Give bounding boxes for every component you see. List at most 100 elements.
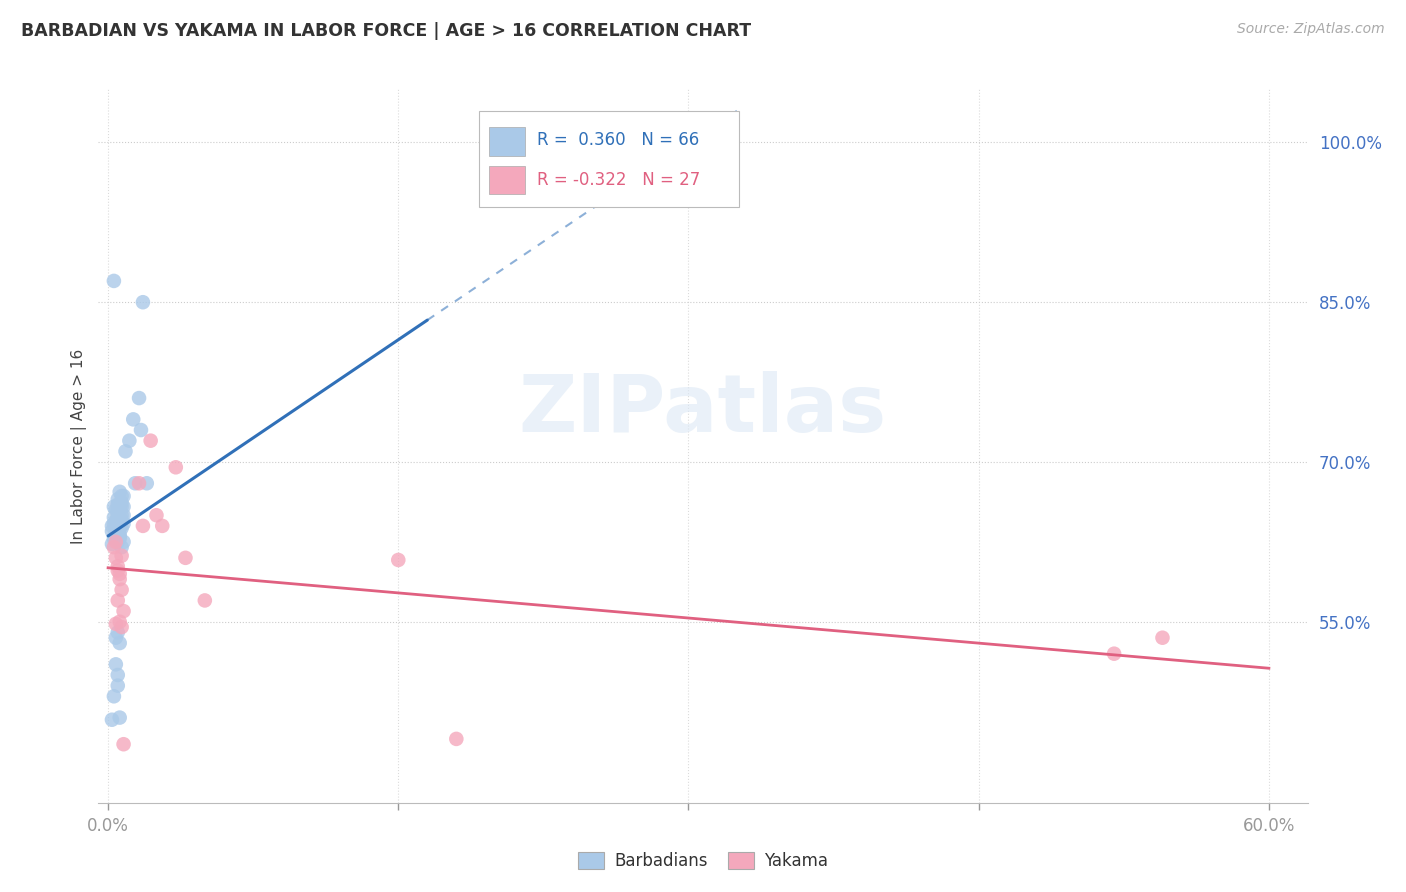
- Point: [1152, 631, 1174, 645]
- Point: [128, 391, 150, 405]
- Point: [108, 532, 131, 546]
- Point: [111, 521, 134, 535]
- Point: [132, 295, 155, 310]
- Point: [165, 460, 187, 475]
- Point: [107, 534, 129, 549]
- Point: [107, 679, 129, 693]
- Text: Source: ZipAtlas.com: Source: ZipAtlas.com: [1237, 22, 1385, 37]
- Point: [446, 731, 468, 746]
- Point: [111, 495, 134, 509]
- Point: [101, 524, 124, 539]
- Point: [101, 519, 124, 533]
- Point: [111, 549, 134, 563]
- Point: [108, 516, 131, 531]
- Point: [101, 537, 124, 551]
- Point: [104, 616, 127, 631]
- Point: [101, 713, 124, 727]
- Point: [107, 519, 129, 533]
- Point: [111, 508, 134, 523]
- Point: [107, 524, 129, 539]
- Point: [108, 615, 131, 629]
- Point: [103, 500, 125, 514]
- Text: R = -0.322   N = 27: R = -0.322 N = 27: [537, 171, 700, 189]
- Point: [112, 500, 135, 514]
- Point: [107, 514, 129, 528]
- Point: [150, 519, 173, 533]
- Point: [107, 593, 129, 607]
- Point: [108, 572, 131, 586]
- Point: [104, 519, 127, 533]
- Y-axis label: In Labor Force | Age > 16: In Labor Force | Age > 16: [72, 349, 87, 543]
- Point: [174, 550, 197, 565]
- Point: [118, 434, 141, 448]
- Point: [104, 503, 127, 517]
- Point: [107, 668, 129, 682]
- Point: [111, 540, 134, 554]
- Point: [111, 514, 134, 528]
- Point: [387, 553, 409, 567]
- Point: [114, 444, 136, 458]
- Point: [107, 521, 129, 535]
- Point: [103, 532, 125, 546]
- Point: [103, 510, 125, 524]
- Point: [103, 516, 125, 531]
- Point: [108, 500, 131, 514]
- Point: [107, 510, 129, 524]
- Point: [103, 690, 125, 704]
- Text: ZIPatlas: ZIPatlas: [519, 371, 887, 450]
- Point: [111, 500, 134, 514]
- Point: [103, 540, 125, 554]
- Point: [107, 498, 129, 512]
- FancyBboxPatch shape: [489, 127, 526, 155]
- Point: [107, 625, 129, 640]
- Point: [104, 514, 127, 528]
- Point: [107, 559, 129, 574]
- Point: [1102, 647, 1125, 661]
- Point: [112, 604, 135, 618]
- Point: [103, 274, 125, 288]
- Point: [107, 503, 129, 517]
- Point: [112, 516, 135, 531]
- Point: [104, 524, 127, 539]
- Text: R =  0.360   N = 66: R = 0.360 N = 66: [537, 131, 700, 149]
- Point: [108, 498, 131, 512]
- Point: [104, 657, 127, 672]
- Point: [132, 519, 155, 533]
- Point: [129, 423, 152, 437]
- Point: [112, 737, 135, 751]
- Point: [104, 631, 127, 645]
- Text: BARBADIAN VS YAKAMA IN LABOR FORCE | AGE > 16 CORRELATION CHART: BARBADIAN VS YAKAMA IN LABOR FORCE | AGE…: [21, 22, 751, 40]
- Point: [108, 510, 131, 524]
- Point: [104, 532, 127, 546]
- Point: [104, 534, 127, 549]
- Point: [112, 534, 135, 549]
- Point: [111, 620, 134, 634]
- Point: [108, 529, 131, 543]
- Point: [139, 434, 162, 448]
- Legend: Barbadians, Yakama: Barbadians, Yakama: [571, 845, 835, 877]
- Point: [135, 476, 157, 491]
- Point: [145, 508, 167, 523]
- Point: [108, 636, 131, 650]
- Point: [107, 524, 129, 539]
- Point: [111, 582, 134, 597]
- Point: [122, 412, 145, 426]
- Point: [107, 492, 129, 507]
- Point: [128, 476, 150, 491]
- Point: [108, 484, 131, 499]
- Point: [111, 489, 134, 503]
- Point: [104, 550, 127, 565]
- FancyBboxPatch shape: [479, 111, 740, 207]
- Point: [194, 593, 217, 607]
- Point: [112, 489, 135, 503]
- Point: [112, 508, 135, 523]
- Point: [104, 529, 127, 543]
- Point: [108, 521, 131, 535]
- FancyBboxPatch shape: [489, 166, 526, 194]
- Point: [124, 476, 146, 491]
- Point: [108, 527, 131, 541]
- Point: [107, 564, 129, 578]
- Point: [111, 514, 134, 528]
- Point: [108, 566, 131, 581]
- Point: [716, 136, 738, 150]
